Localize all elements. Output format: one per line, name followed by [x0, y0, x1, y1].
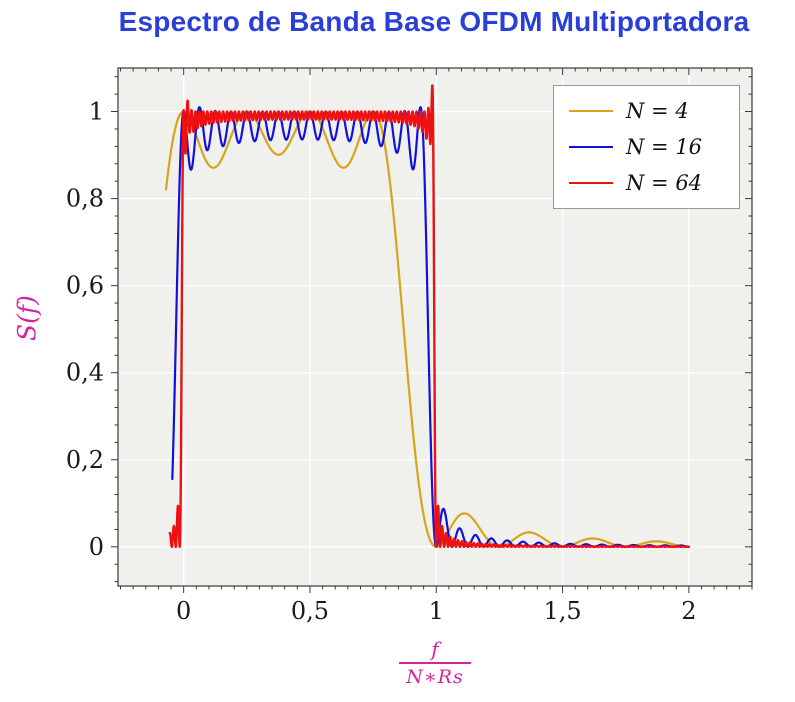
x-tick-label: 2: [681, 597, 696, 625]
y-tick-label: 1: [89, 98, 104, 126]
page-title: Espectro de Banda Base OFDM Multiportado…: [118, 6, 750, 37]
series-path-N64: [168, 84, 691, 549]
legend-label: N = 4: [626, 99, 689, 123]
x-axis-label-denominator: N∗Rs: [406, 666, 464, 688]
legend-line-swatch-blue-icon: [569, 146, 613, 148]
series-path-N16: [171, 106, 690, 548]
y-tick-label: 0,2: [66, 446, 104, 474]
legend-item: N = 16: [554, 129, 739, 165]
legend-item: N = 64: [554, 165, 739, 201]
plot-frame: [117, 67, 753, 587]
x-tick-label: 0,5: [291, 597, 329, 625]
legend-item: N = 4: [554, 93, 739, 129]
x-tick-label: 0: [176, 597, 191, 625]
legend-box: N = 4 N = 16 N = 64: [553, 85, 740, 209]
y-tick-label: 0,4: [66, 359, 104, 387]
x-tick-label: 1: [429, 597, 444, 625]
legend-line-swatch-gold-icon: [569, 110, 613, 112]
legend-label: N = 64: [626, 171, 703, 195]
y-tick-label: 0: [89, 533, 104, 561]
x-axis-label: f N∗Rs: [375, 638, 495, 688]
y-tick-label: 0,8: [66, 185, 104, 213]
y-tick-label: 0,6: [66, 272, 104, 300]
fraction-bar-icon: [399, 662, 471, 664]
legend-line-swatch-red-icon: [569, 182, 613, 184]
x-axis-label-numerator: f: [431, 637, 439, 661]
x-tick-label: 1,5: [543, 597, 581, 625]
y-axis-label: S(f): [12, 295, 42, 341]
legend-label: N = 16: [626, 135, 703, 159]
